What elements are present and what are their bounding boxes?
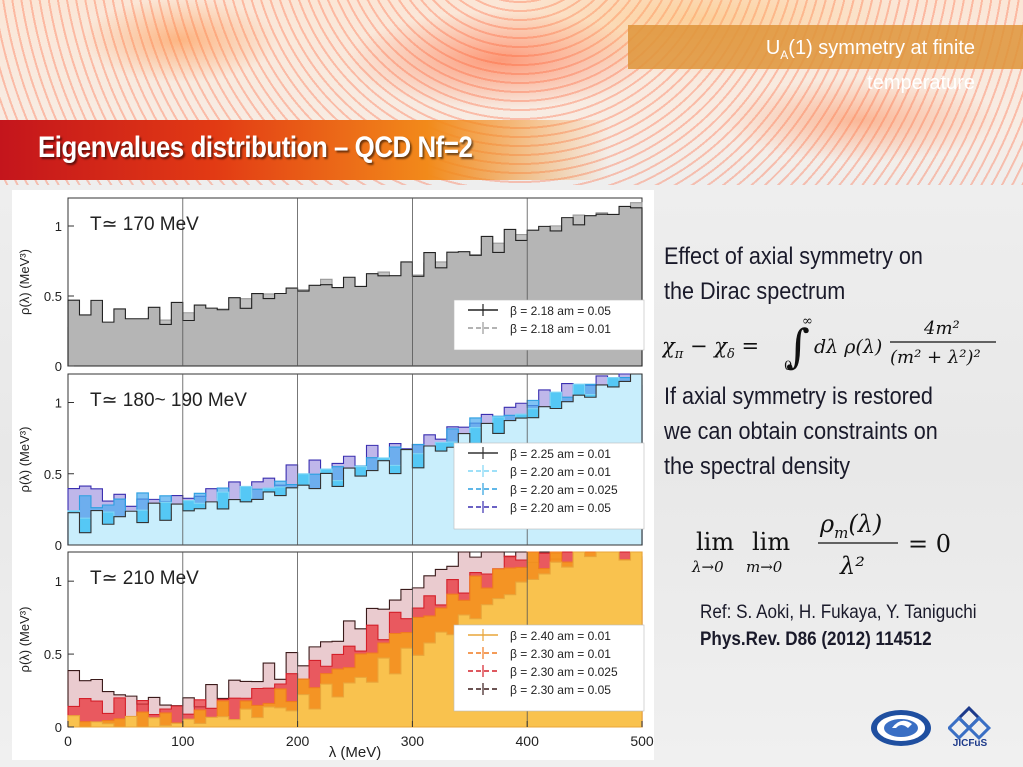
paragraph-effect-line2: the Dirac spectrum: [664, 278, 846, 305]
topic-tag-line2: temperature: [867, 72, 975, 94]
paragraph-restoration-line3: the spectral density: [664, 453, 851, 480]
figure-svg: 0 0.5 1 ρ(λ) (MeV³) T≃ 170 MeV β = 2.18 am = …: [17, 197, 654, 760]
topic-tag-rest: (1) symmetry at finite: [788, 37, 975, 59]
paragraph-restoration: If axial symmetry is restored we can obt…: [664, 379, 997, 484]
eq-lim2: lim: [752, 528, 790, 556]
y-axis-label: ρ(λ) (MeV³): [17, 249, 32, 315]
paragraph-effect-line1: Effect of axial symmetry on: [664, 243, 923, 270]
eq-numerator: 4m²: [923, 318, 960, 339]
y-tick-label: 0: [55, 538, 62, 553]
topic-tag-sub: A: [780, 48, 789, 62]
eq-lim-denominator: λ²: [839, 552, 865, 580]
topic-tag: UA(1) symmetry at finite temperature: [645, 34, 975, 97]
eq-upper-limit: ∞: [802, 314, 813, 329]
x-tick-label: 200: [286, 733, 310, 749]
legend-entry: β = 2.20 am = 0.05: [510, 501, 611, 515]
legend-entry: β = 2.18 am = 0.01: [510, 322, 611, 336]
paragraph-restoration-line2: we can obtain constraints on: [664, 418, 938, 445]
eq-lim1-sub: λ→0: [691, 558, 724, 576]
x-tick-label: 500: [630, 733, 654, 749]
x-tick-label: 100: [171, 733, 195, 749]
legend-entry: β = 2.30 am = 0.01: [510, 647, 611, 661]
panel-temperature-label: T≃ 210 MeV: [90, 568, 199, 589]
y-axis-label: ρ(λ) (MeV³): [17, 607, 32, 673]
legend-box: [453, 624, 645, 712]
topic-tag-u: U: [765, 37, 781, 59]
legend-box: [453, 442, 645, 530]
legend-entry: β = 2.20 am = 0.025: [510, 483, 618, 497]
y-axis-label: ρ(λ) (MeV³): [17, 427, 32, 493]
eq-integral-sign: ∫: [786, 319, 810, 373]
y-tick-label: 1: [55, 574, 62, 589]
figure-eigenvalue-distribution: 0 0.5 1 ρ(λ) (MeV³) T≃ 170 MeV β = 2.18 am = …: [12, 190, 654, 760]
reference-authors: Ref: S. Aoki, H. Fukaya, Y. Taniguchi: [700, 602, 977, 623]
topic-tag-background: [628, 25, 1023, 69]
eq-denominator: (m² + λ²)²: [890, 347, 981, 368]
paragraph-restoration-line1: If axial symmetry is restored: [664, 383, 933, 410]
x-axis-label: λ (MeV): [329, 744, 382, 760]
eq-lim2-sub: m→0: [746, 558, 783, 576]
eq-lim1: lim: [696, 528, 734, 556]
legend-entry: β = 2.25 am = 0.01: [510, 447, 611, 461]
jicfus-logo-text: JICFuS: [952, 738, 988, 749]
institution-logo-icon: [871, 710, 931, 746]
equation-limit: lim λ→0 lim m→0 ρm(λ) λ² = 0: [691, 510, 951, 580]
y-tick-label: 0.5: [44, 467, 62, 482]
jicfus-logo-icon: [948, 705, 992, 741]
y-tick-label: 0.5: [44, 289, 62, 304]
legend-entry: β = 2.40 am = 0.01: [510, 629, 611, 643]
x-tick-label: 300: [401, 733, 425, 749]
x-tick-label: 400: [516, 733, 540, 749]
y-tick-label: 1: [55, 396, 62, 411]
y-tick-label: 1: [55, 219, 62, 234]
legend-entry: β = 2.18 am = 0.05: [510, 304, 611, 318]
slide-title: Eigenvalues distribution – QCD Nf=2: [38, 131, 473, 164]
x-tick-label: 0: [64, 733, 72, 749]
legend-box: [453, 299, 645, 351]
panel-temperature-label: T≃ 170 MeV: [90, 214, 199, 235]
paragraph-effect: Effect of axial symmetry on the Dirac sp…: [664, 239, 988, 309]
eq-lower-limit: 0: [784, 359, 792, 374]
eq-lhs: χπ − χδ =: [662, 334, 759, 362]
y-tick-label: 0: [55, 720, 62, 735]
legend-entry: β = 2.20 am = 0.01: [510, 465, 611, 479]
eq-integrand: dλ ρ(λ): [814, 336, 882, 358]
eq-lim-numerator: ρm(λ): [819, 510, 882, 542]
legend-entry: β = 2.30 am = 0.025: [510, 665, 618, 679]
equation-susceptibility: χπ − χδ = ∫ ∞ 0 dλ ρ(λ) 4m² (m² + λ²)²: [662, 314, 996, 374]
y-tick-label: 0: [55, 359, 62, 374]
y-tick-label: 0.5: [44, 647, 62, 662]
eq-lim-rhs: = 0: [908, 530, 951, 558]
reference-journal: Phys.Rev. D86 (2012) 114512: [700, 629, 932, 650]
title-bar: [0, 120, 610, 180]
panel-temperature-label: T≃ 180~ 190 MeV: [90, 390, 247, 411]
legend-entry: β = 2.30 am = 0.05: [510, 683, 611, 697]
